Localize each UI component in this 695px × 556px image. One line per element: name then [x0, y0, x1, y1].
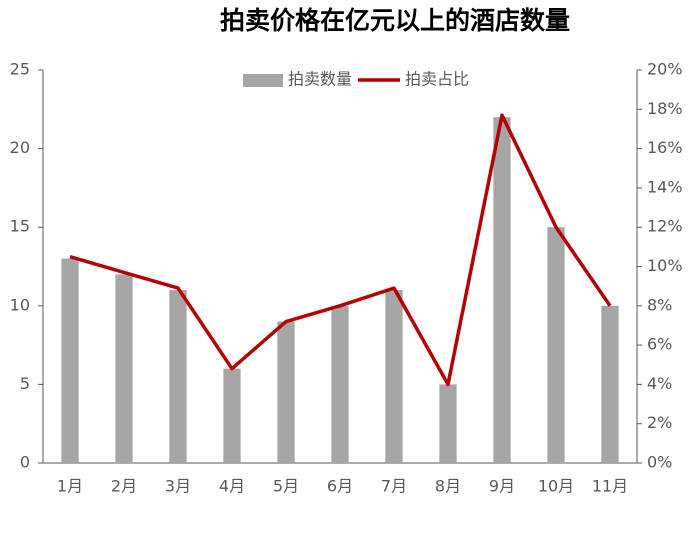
line — [69, 113, 612, 387]
legend-swatch — [243, 74, 283, 87]
y-tick-label: 0 — [20, 453, 30, 472]
x-tick-label: 7月 — [381, 477, 407, 496]
y-tick-label: 5 — [20, 374, 30, 393]
x-tick-label: 10月 — [538, 477, 574, 496]
legend-label: 拍卖占比 — [405, 70, 469, 89]
bar — [169, 290, 187, 463]
bar — [61, 258, 79, 463]
bar — [547, 227, 565, 463]
y2-tick-label: 12% — [647, 217, 683, 236]
bar — [115, 274, 133, 463]
x-tick-label: 4月 — [219, 477, 245, 496]
bar — [601, 305, 619, 463]
chart-title: 拍卖价格在亿元以上的酒店数量 — [220, 6, 570, 35]
y2-tick-label: 8% — [647, 295, 672, 314]
y2-tick-label: 10% — [647, 256, 683, 275]
x-tick-label: 1月 — [57, 477, 83, 496]
x-tick-label: 11月 — [592, 477, 628, 496]
bar — [223, 368, 241, 463]
bar — [331, 305, 349, 463]
y2-tick-label: 18% — [647, 99, 683, 118]
y-tick-label: 15 — [10, 217, 30, 236]
bar — [385, 290, 403, 463]
x-tick-label: 2月 — [111, 477, 137, 496]
x-tick-label: 6月 — [327, 477, 353, 496]
x-tick-label: 8月 — [435, 477, 461, 496]
bar — [277, 321, 295, 463]
x-tick-label: 9月 — [489, 477, 515, 496]
y2-tick-label: 20% — [647, 60, 683, 79]
y-tick-label: 25 — [10, 60, 30, 79]
bar — [493, 117, 511, 463]
y2-tick-label: 14% — [647, 177, 683, 196]
y-tick-label: 10 — [10, 295, 30, 314]
legend-label: 拍卖数量 — [288, 70, 352, 89]
x-tick-label: 5月 — [273, 477, 299, 496]
y2-tick-label: 4% — [647, 374, 672, 393]
y2-tick-label: 6% — [647, 335, 672, 354]
y2-tick-label: 16% — [647, 138, 683, 157]
y-tick-label: 20 — [10, 138, 30, 157]
y2-tick-label: 2% — [647, 413, 672, 432]
bar — [439, 384, 457, 463]
y2-tick-label: 0% — [647, 453, 672, 472]
x-tick-label: 3月 — [165, 477, 191, 496]
